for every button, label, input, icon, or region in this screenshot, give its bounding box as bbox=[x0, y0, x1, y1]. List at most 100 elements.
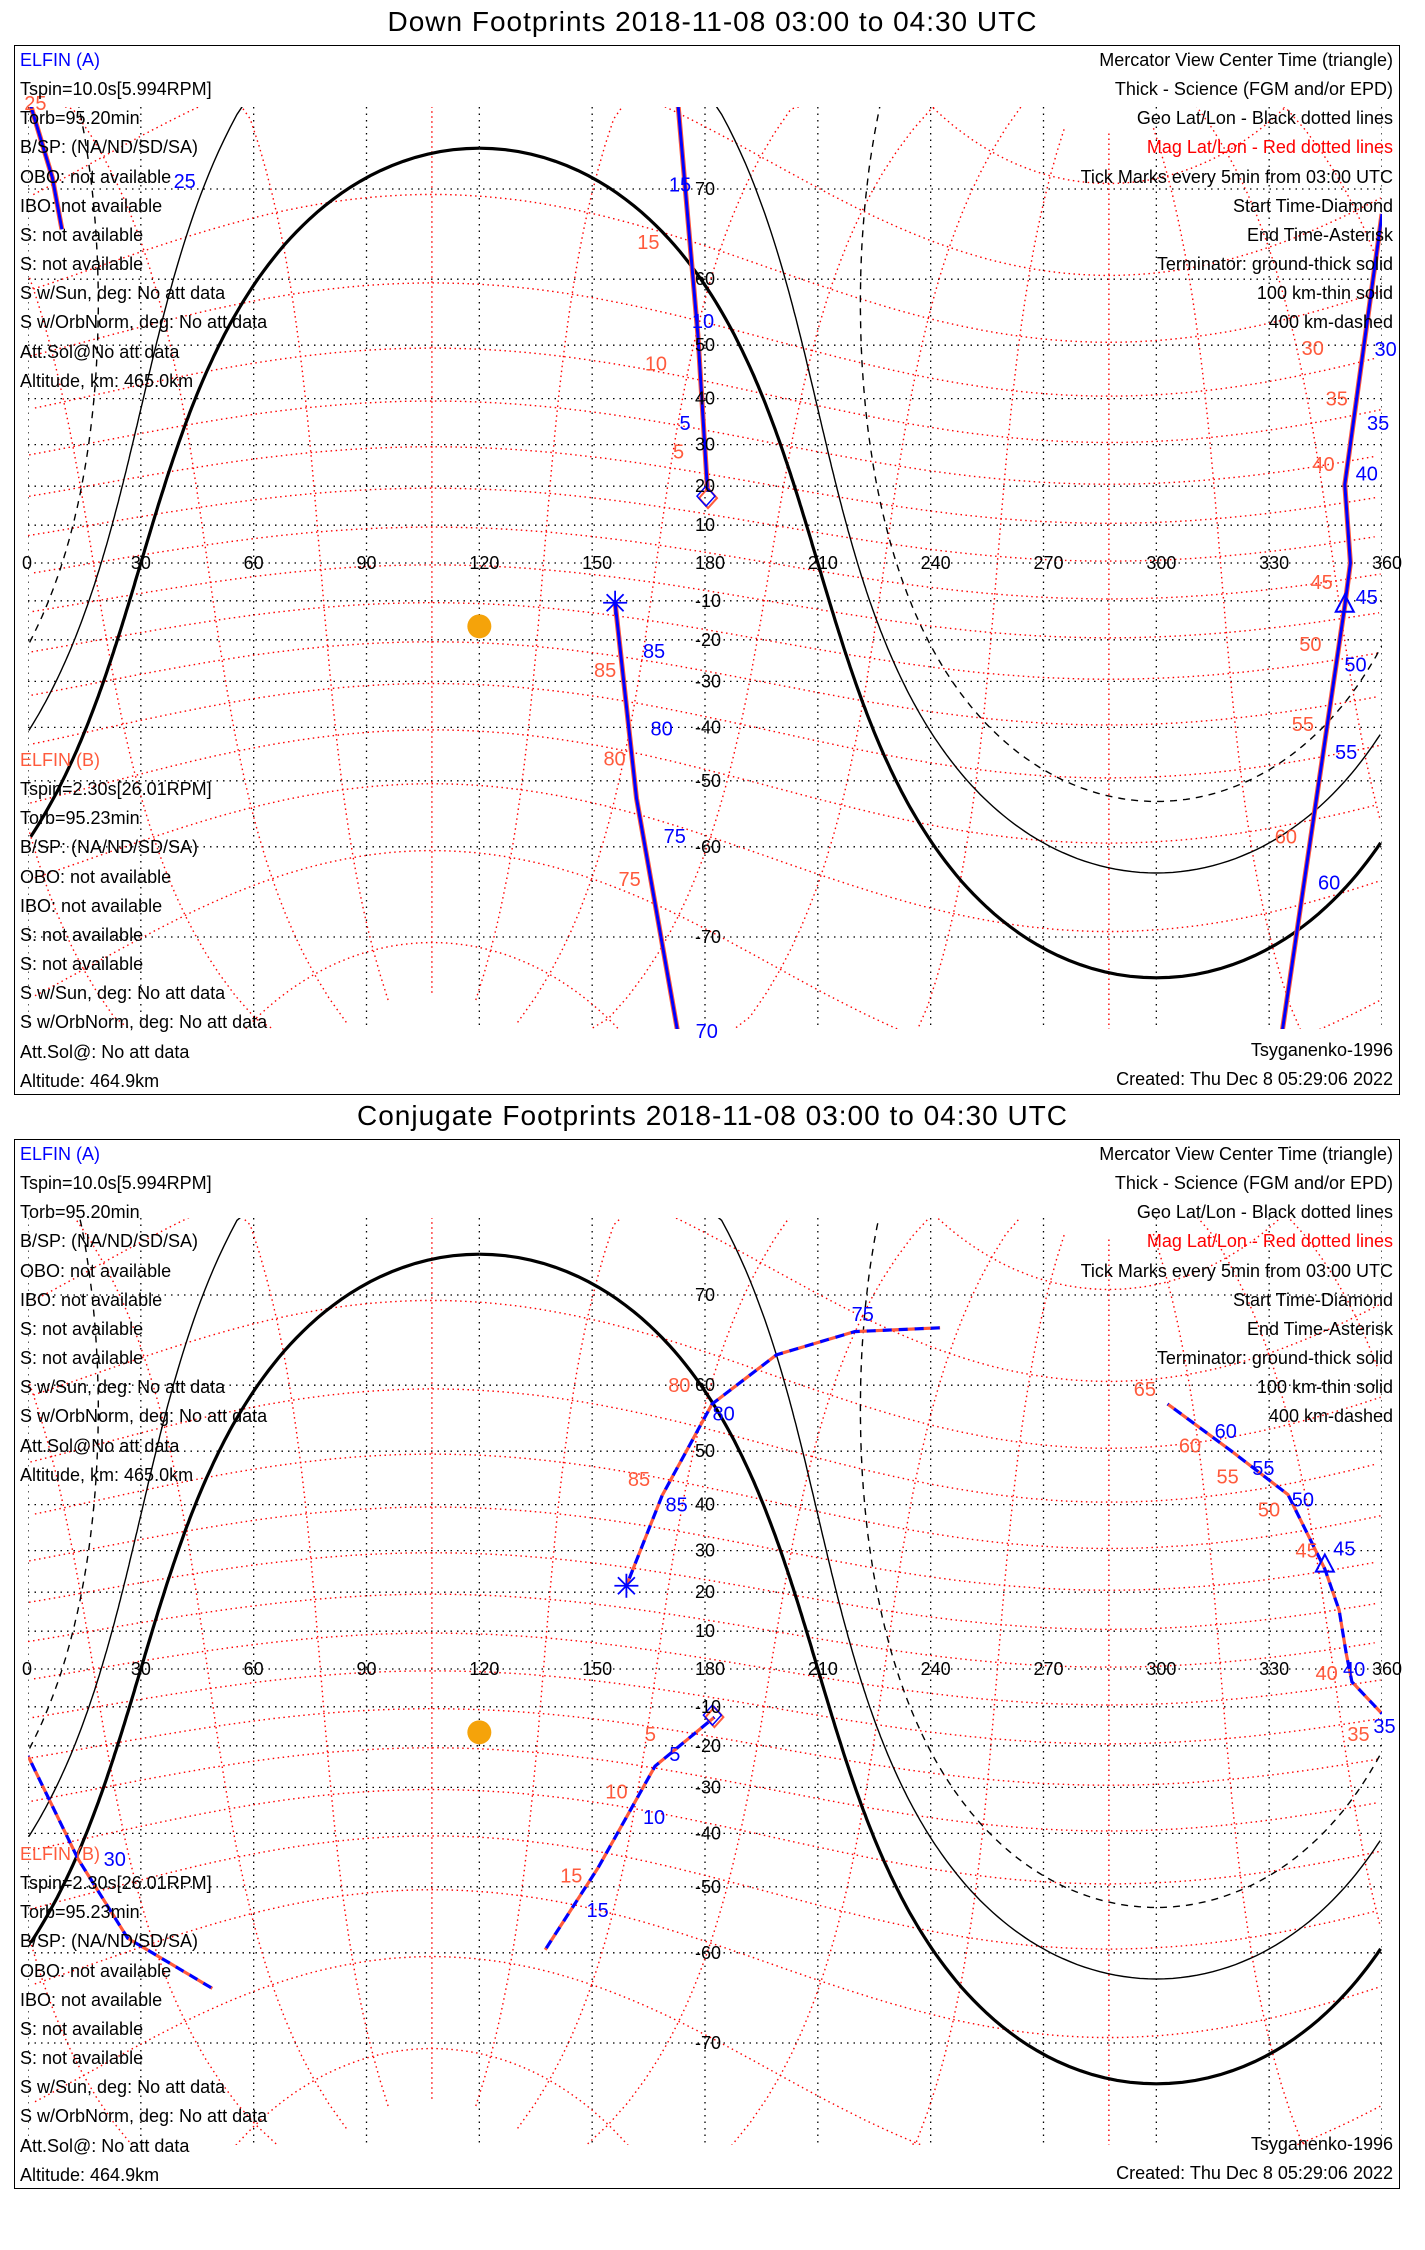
lon-tick-label: 270 bbox=[1034, 1659, 1064, 1679]
elfin-b-time-label: 10 bbox=[645, 353, 667, 375]
elfin-b-name: ELFIN (B) bbox=[20, 750, 101, 770]
elfin-b-track bbox=[612, 602, 680, 1029]
sun-icon bbox=[467, 614, 492, 639]
elfin-a-track bbox=[613, 602, 679, 1029]
mag-latitude-line bbox=[28, 487, 1375, 562]
elfin-b-info-line: S: not available bbox=[20, 954, 144, 975]
end-asterisk-icon bbox=[614, 1573, 639, 1598]
lon-tick-label: 180 bbox=[695, 553, 725, 573]
map-layer bbox=[28, 1218, 1382, 2145]
elfin-b-time-label: 80 bbox=[603, 748, 625, 770]
terminator-ground bbox=[479, 1252, 1382, 2086]
elfin-a-info-line: IBO: not available bbox=[20, 195, 163, 216]
down-footprints-panel: Down Footprints 2018-11-08 03:00 to 04:3… bbox=[0, 0, 1425, 1100]
lon-tick-label: 0 bbox=[22, 1659, 32, 1679]
terminator-ground bbox=[29, 1252, 480, 1944]
mag-latitude-line bbox=[28, 1552, 1376, 1630]
elfin-a-info-line: Altitude, km: 465.0km bbox=[20, 1464, 194, 1485]
mag-longitude-line bbox=[916, 125, 1066, 1029]
elfin-a-time-label: 70 bbox=[696, 1021, 718, 1043]
elfin-a-info-line: B/SP: (NA/ND/SD/SA) bbox=[20, 137, 199, 158]
elfin-b-info-line: B/SP: (NA/ND/SD/SA) bbox=[20, 837, 199, 858]
elfin-a-info-line: S w/OrbNorm, deg: No att data bbox=[20, 1406, 268, 1427]
elfin-a-time-label: 75 bbox=[664, 826, 686, 848]
elfin-a-info-line: Tspin=10.0s[5.994RPM] bbox=[20, 1173, 212, 1194]
lat-tick-label: 10 bbox=[695, 515, 715, 535]
mag-latitude-line bbox=[31, 602, 1379, 680]
lat-tick-label: 40 bbox=[695, 1495, 715, 1515]
terminator-100km bbox=[28, 107, 243, 731]
mag-longitude-line bbox=[28, 274, 275, 1029]
legend-line: Mercator View Center Time (triangle) bbox=[1099, 50, 1393, 70]
lon-tick-label: 240 bbox=[921, 1659, 951, 1679]
legend-line: 400 km-dashed bbox=[1268, 1406, 1393, 1427]
lon-tick-label: 90 bbox=[357, 553, 377, 573]
elfin-a-info-line: OBO: not available bbox=[20, 166, 172, 187]
terminator-400km bbox=[28, 107, 100, 643]
elfin-a-time-label: 5 bbox=[679, 413, 690, 435]
legend-line: End Time-Asterisk bbox=[1246, 1318, 1393, 1339]
sun-icon bbox=[467, 1720, 492, 1745]
lat-tick-label: 20 bbox=[695, 476, 715, 496]
elfin-b-info-line: Tspin=2.30s[26.01RPM] bbox=[20, 779, 212, 800]
lon-tick-label: 270 bbox=[1034, 553, 1064, 573]
elfin-b-time-label: 5 bbox=[673, 441, 684, 463]
elfin-b-time-label: 25 bbox=[24, 93, 46, 115]
elfin-a-time-label: 50 bbox=[1292, 1490, 1314, 1512]
elfin-b-info-line: S w/Sun, deg: No att data bbox=[20, 2077, 226, 2098]
mag-latitude-line bbox=[28, 1593, 1375, 1668]
legend-line: Mag Lat/Lon - Red dotted lines bbox=[1146, 1231, 1393, 1252]
elfin-a-time-label: 80 bbox=[650, 718, 672, 740]
elfin-a-info-line: Torb=95.20min bbox=[20, 1202, 140, 1223]
elfin-a-time-label: 35 bbox=[1373, 1716, 1395, 1738]
elfin-a-name: ELFIN (A) bbox=[20, 1144, 101, 1164]
legend-line: Thick - Science (FGM and/or EPD) bbox=[1114, 1173, 1393, 1194]
elfin-b-info-line: IBO: not available bbox=[20, 1989, 163, 2010]
mag-longitude-line bbox=[1108, 133, 1110, 1029]
terminator-ground bbox=[29, 146, 480, 838]
mag-longitude-line bbox=[475, 107, 623, 1001]
terminator-100km bbox=[28, 1218, 241, 1837]
mag-latitude-line bbox=[32, 682, 1380, 779]
elfin-b-time-label: 75 bbox=[618, 869, 640, 891]
mag-longitude-line bbox=[585, 1218, 930, 2145]
lon-tick-label: 330 bbox=[1259, 1659, 1289, 1679]
mag-latitude-line bbox=[30, 1388, 1378, 1503]
elfin-a-info-line: S w/OrbNorm, deg: No att data bbox=[20, 312, 268, 333]
elfin-b-info-line: OBO: not available bbox=[20, 1960, 172, 1981]
elfin-a-time-label: 5 bbox=[669, 1744, 680, 1766]
lat-tick-label: -20 bbox=[695, 630, 721, 650]
mag-latitude-line bbox=[31, 1708, 1379, 1786]
lon-tick-label: 120 bbox=[469, 1659, 499, 1679]
mag-longitude-line bbox=[1108, 1239, 1110, 2145]
lon-tick-label: 0 bbox=[22, 553, 32, 573]
mag-longitude-line bbox=[517, 1218, 790, 2129]
lat-tick-label: -60 bbox=[695, 837, 721, 857]
elfin-b-info-line: S: not available bbox=[20, 2018, 144, 2039]
mag-latitude-line bbox=[32, 564, 1380, 639]
lat-tick-label: -60 bbox=[695, 1943, 721, 1963]
elfin-b-info-line: Altitude: 464.9km bbox=[20, 1070, 160, 1091]
elfin-a-time-label: 40 bbox=[1356, 463, 1378, 485]
lon-tick-label: 60 bbox=[244, 553, 264, 573]
mag-latitude-line bbox=[235, 2047, 629, 2145]
field-model-label: Tsyganenko-1996 bbox=[1250, 2134, 1393, 2154]
elfin-a-time-label: 45 bbox=[1356, 587, 1378, 609]
mag-longitude-line bbox=[475, 1218, 622, 2107]
elfin-a-track bbox=[1281, 213, 1382, 1029]
legend-line: Thick - Science (FGM and/or EPD) bbox=[1114, 79, 1393, 100]
lat-tick-label: 10 bbox=[695, 1621, 715, 1641]
legend-line: Geo Lat/Lon - Black dotted lines bbox=[1136, 1202, 1393, 1223]
elfin-b-time-label: 80 bbox=[668, 1375, 690, 1397]
elfin-b-time-label: 35 bbox=[1347, 1724, 1369, 1746]
mag-latitude-line bbox=[29, 1506, 1377, 1591]
elfin-b-time-label: 65 bbox=[1134, 1379, 1156, 1401]
elfin-a-info-line: S: not available bbox=[20, 1318, 144, 1339]
elfin-b-time-label: 50 bbox=[1299, 634, 1321, 656]
legend-line: Terminator: ground-thick solid bbox=[1156, 1348, 1393, 1369]
elfin-a-time-label: 55 bbox=[1335, 742, 1357, 764]
legend-line: Start Time-Diamond bbox=[1232, 1289, 1393, 1310]
elfin-b-time-label: 85 bbox=[628, 1469, 650, 1491]
elfin-a-track bbox=[1166, 1402, 1382, 1715]
elfin-a-time-label: 45 bbox=[1333, 1538, 1355, 1560]
